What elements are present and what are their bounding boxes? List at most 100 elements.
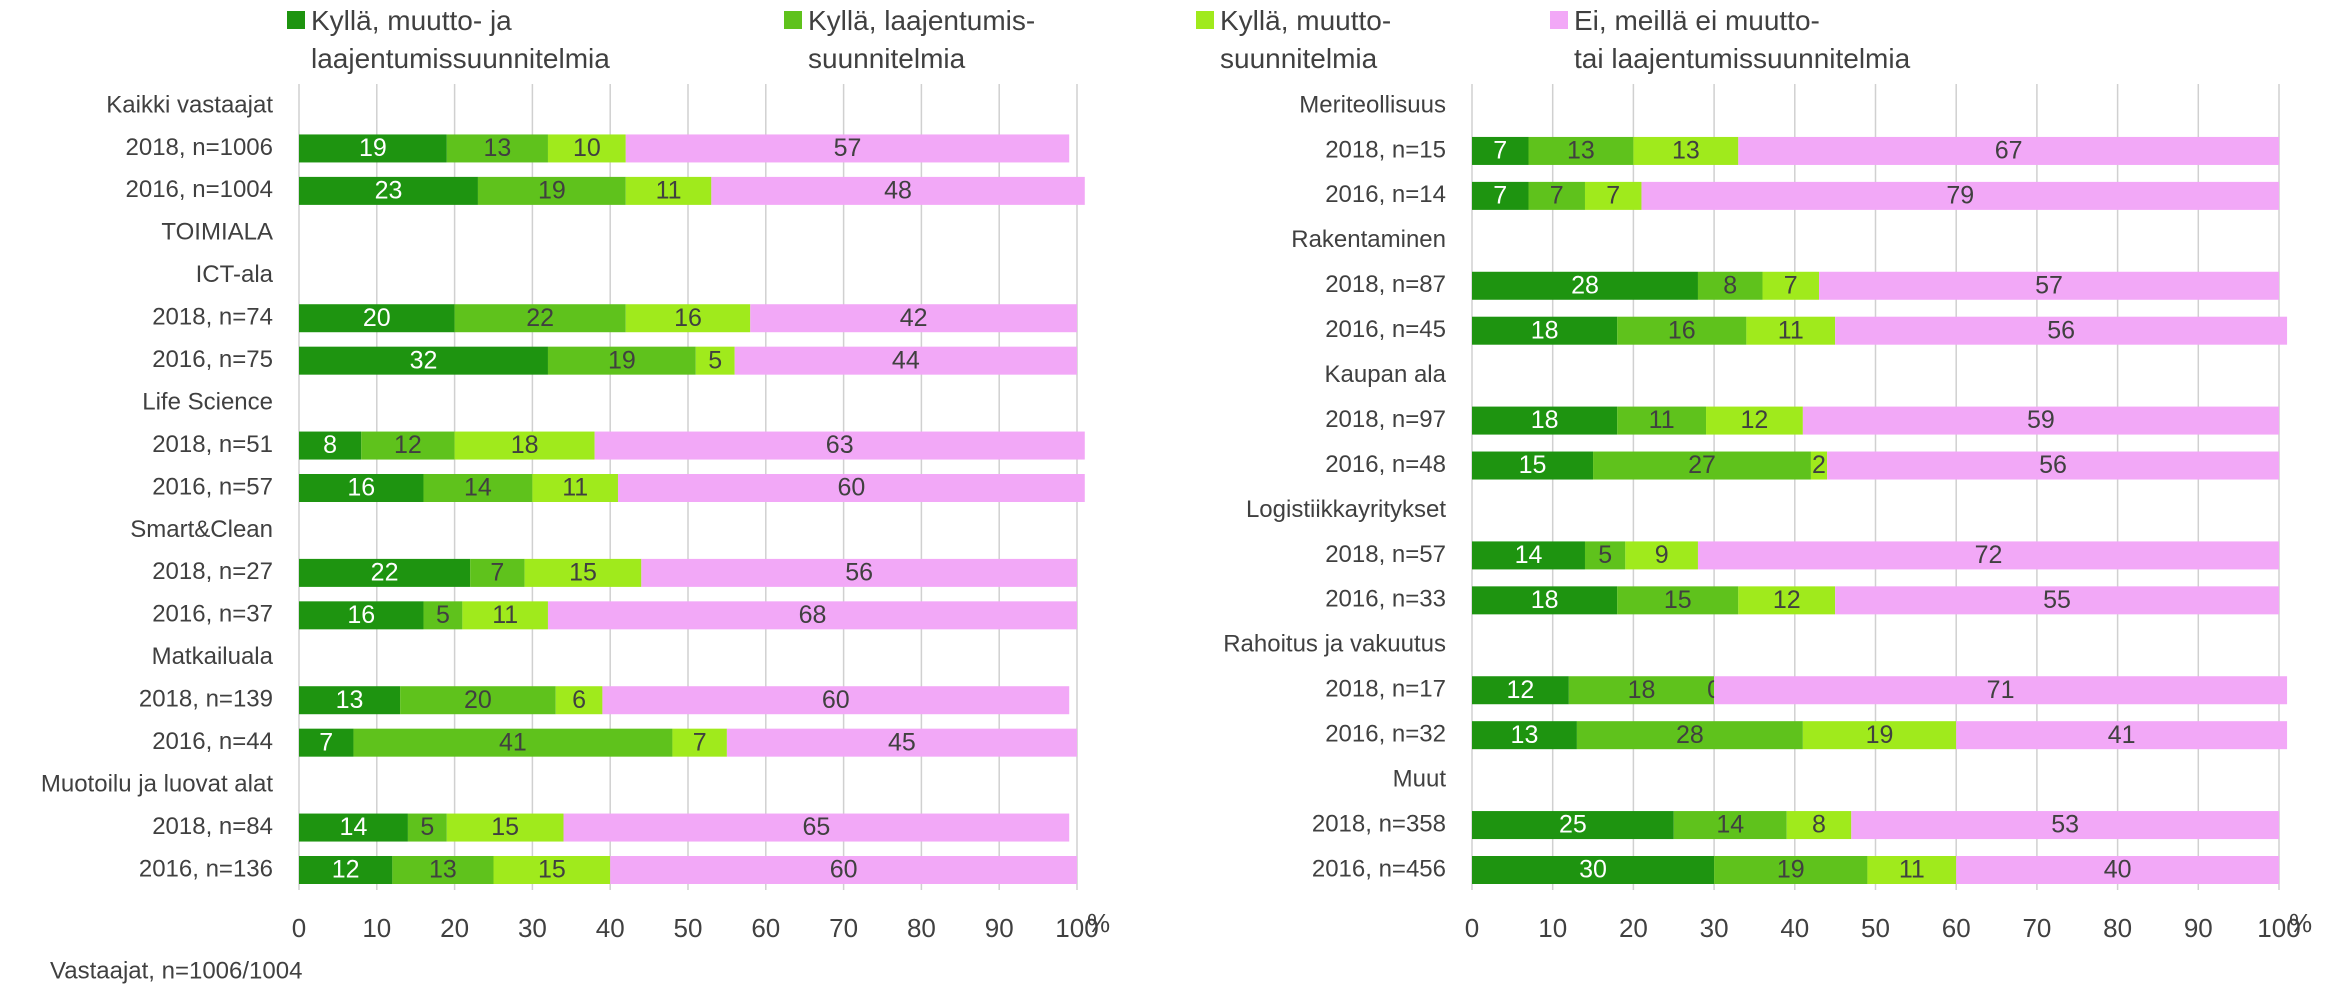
value-label: 56: [845, 558, 873, 586]
value-label: 13: [1511, 721, 1539, 749]
value-label: 23: [375, 176, 403, 204]
value-label: 16: [674, 304, 702, 332]
row-label: Kaikki vastaajat: [106, 91, 273, 118]
value-label: 27: [1688, 451, 1716, 479]
bar-segment: [695, 346, 735, 375]
bar-segment: [711, 176, 1085, 205]
value-label: 12: [1741, 406, 1769, 434]
value-label: 59: [2027, 406, 2055, 434]
bar-segment: [299, 176, 478, 205]
value-label: 12: [1773, 586, 1801, 614]
value-label: 12: [332, 856, 360, 884]
value-label: 14: [1515, 541, 1543, 569]
legend-swatch: [1196, 11, 1214, 29]
legend-item: Kyllä, laajentumis- suunnitelmia: [784, 2, 1035, 78]
row-label: 2016, n=456: [1312, 855, 1446, 882]
x-tick-label: 30: [518, 913, 547, 943]
value-label: 18: [511, 431, 539, 459]
bar-segment: [617, 474, 1085, 502]
value-label: 11: [492, 601, 518, 629]
row-label: 2018, n=139: [139, 686, 273, 713]
bar-segment: [1617, 406, 1707, 435]
bar-segment: [734, 346, 1077, 375]
row-label: Muotoilu ja luovat alat: [41, 770, 273, 797]
bar-segment: [524, 558, 642, 587]
row-label: 2016, n=75: [152, 346, 273, 373]
row-label: Smart&Clean: [130, 516, 273, 543]
x-tick-label: 100: [2257, 913, 2300, 943]
value-label: 56: [2039, 451, 2067, 479]
legend-swatch: [784, 11, 802, 29]
value-label: 32: [410, 346, 438, 374]
bar-segment: [299, 304, 455, 333]
bar-segment: [470, 558, 525, 587]
value-label: 40: [2104, 856, 2132, 884]
value-label: 72: [1975, 541, 2003, 569]
bar-segment: [1472, 586, 1618, 615]
bar-segment: [477, 176, 626, 205]
value-label: 13: [483, 134, 511, 162]
bar-segment: [1673, 811, 1787, 840]
x-tick-label: 70: [2022, 913, 2051, 943]
legend-swatch: [1550, 11, 1568, 29]
value-label: 42: [900, 304, 928, 332]
bar-segment: [1802, 721, 1957, 750]
row-label: 2016, n=32: [1325, 721, 1446, 748]
row-label: 2016, n=37: [152, 601, 273, 628]
value-label: 15: [1519, 451, 1547, 479]
x-tick-label: 70: [829, 913, 858, 943]
x-axis-label: %: [1087, 908, 1110, 938]
value-label: 41: [499, 728, 527, 756]
x-tick-label: 10: [362, 913, 391, 943]
value-label: 13: [429, 856, 457, 884]
bar-segment: [1738, 586, 1836, 615]
value-label: 2: [1812, 451, 1826, 479]
bar-segment: [1762, 271, 1820, 300]
bar-segment: [1956, 856, 2279, 884]
bar-segment: [641, 558, 1077, 587]
x-tick-label: 60: [1942, 913, 1971, 943]
value-label: 13: [1567, 137, 1595, 165]
bar-segment: [1576, 721, 1803, 750]
bar-segment: [1697, 271, 1763, 300]
row-label: 2018, n=51: [152, 431, 273, 458]
value-label: 44: [892, 346, 920, 374]
value-label: 7: [1550, 181, 1564, 209]
bar-segment: [299, 346, 548, 375]
row-label: 2018, n=358: [1312, 810, 1446, 837]
value-label: 7: [1493, 181, 1507, 209]
value-label: 65: [802, 813, 830, 841]
value-label: 8: [1723, 271, 1737, 299]
bar-segment: [594, 431, 1085, 460]
row-label: Logistiikkayritykset: [1246, 496, 1446, 523]
row-label: Life Science: [142, 388, 273, 415]
value-label: 15: [569, 558, 597, 586]
row-label: Kaupan ala: [1325, 361, 1447, 388]
value-label: 19: [608, 346, 636, 374]
bar-segment: [1625, 541, 1698, 570]
value-label: 55: [2043, 586, 2071, 614]
x-tick-label: 90: [2184, 913, 2213, 943]
bar-segment: [1786, 811, 1852, 840]
bar-segment: [423, 474, 533, 502]
value-label: 45: [888, 728, 916, 756]
value-label: 14: [464, 474, 492, 502]
row-label: 2016, n=14: [1325, 181, 1446, 208]
bar-segment: [1706, 406, 1803, 435]
value-label: 18: [1531, 316, 1559, 344]
bar-segment: [400, 686, 556, 715]
value-label: 7: [1784, 271, 1798, 299]
bar-segment: [454, 304, 626, 333]
bar-segment: [625, 176, 712, 205]
bar-segment: [1617, 316, 1747, 345]
value-label: 15: [1664, 586, 1692, 614]
value-label: 7: [490, 558, 504, 586]
bar-segment: [1802, 406, 2279, 435]
bar-segment: [1835, 586, 2279, 615]
bar-segment: [1867, 856, 1957, 884]
bar-segment: [1472, 316, 1618, 345]
value-label: 15: [538, 856, 566, 884]
bar-segment: [299, 474, 424, 502]
value-label: 56: [2047, 316, 2075, 344]
